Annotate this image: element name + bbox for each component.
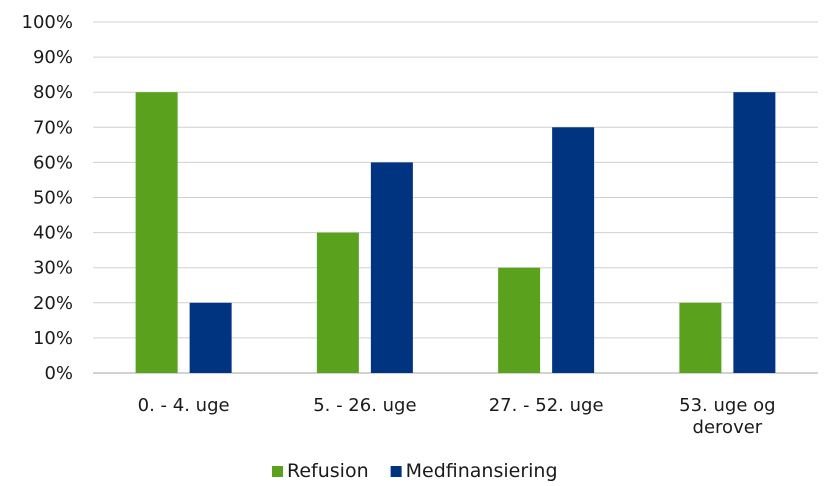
y-tick-label: 10% bbox=[33, 328, 73, 349]
legend: Refusion Medfinansiering bbox=[272, 460, 558, 482]
y-axis: 0% 10% 20% 30% 40% 50% 60% 70% 80% 90% 100% bbox=[22, 12, 73, 384]
bar-medfinansiering-0 bbox=[189, 302, 232, 373]
legend-label-refusion: Refusion bbox=[287, 460, 369, 482]
y-tick-label: 50% bbox=[33, 188, 73, 209]
bar-refusion-1 bbox=[316, 232, 359, 373]
y-tick-label: 80% bbox=[33, 82, 73, 103]
x-tick-label: 53. uge og bbox=[679, 395, 775, 416]
y-tick-label: 100% bbox=[22, 12, 73, 33]
y-tick-label: 30% bbox=[33, 258, 73, 279]
bar-medfinansiering-3 bbox=[733, 92, 776, 373]
bar-medfinansiering-1 bbox=[370, 162, 413, 373]
y-tick-label: 60% bbox=[33, 152, 73, 173]
bars bbox=[135, 92, 776, 373]
legend-label-medfinansiering: Medfinansiering bbox=[406, 460, 558, 482]
x-tick-label: derover bbox=[693, 417, 763, 438]
y-tick-label: 0% bbox=[44, 363, 73, 384]
bar-refusion-3 bbox=[679, 302, 722, 373]
bar-refusion-2 bbox=[498, 267, 541, 373]
x-tick-label: 27. - 52. uge bbox=[489, 395, 604, 416]
y-tick-label: 40% bbox=[33, 223, 73, 244]
legend-swatch-refusion bbox=[272, 466, 283, 477]
y-tick-label: 90% bbox=[33, 47, 73, 68]
x-tick-label: 0. - 4. uge bbox=[138, 395, 230, 416]
legend-swatch-medfinansiering bbox=[390, 466, 402, 477]
x-tick-label: 5. - 26. uge bbox=[313, 395, 416, 416]
bar-refusion-0 bbox=[135, 92, 178, 373]
bar-medfinansiering-2 bbox=[552, 127, 595, 373]
y-tick-label: 70% bbox=[33, 117, 73, 138]
y-tick-label: 20% bbox=[33, 293, 73, 314]
x-axis: 0. - 4. uge 5. - 26. uge 27. - 52. uge 53. … bbox=[138, 395, 776, 438]
